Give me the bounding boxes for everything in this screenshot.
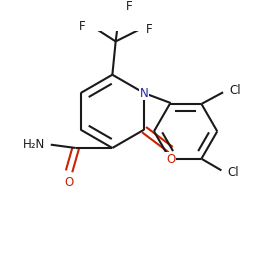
Text: O: O: [166, 153, 175, 166]
Text: Cl: Cl: [227, 166, 239, 178]
Text: N: N: [140, 87, 149, 99]
Text: F: F: [126, 0, 132, 13]
Text: H₂N: H₂N: [23, 138, 45, 151]
Text: Cl: Cl: [229, 84, 241, 97]
Text: F: F: [79, 20, 86, 33]
Text: O: O: [64, 176, 74, 190]
Text: F: F: [146, 23, 152, 36]
